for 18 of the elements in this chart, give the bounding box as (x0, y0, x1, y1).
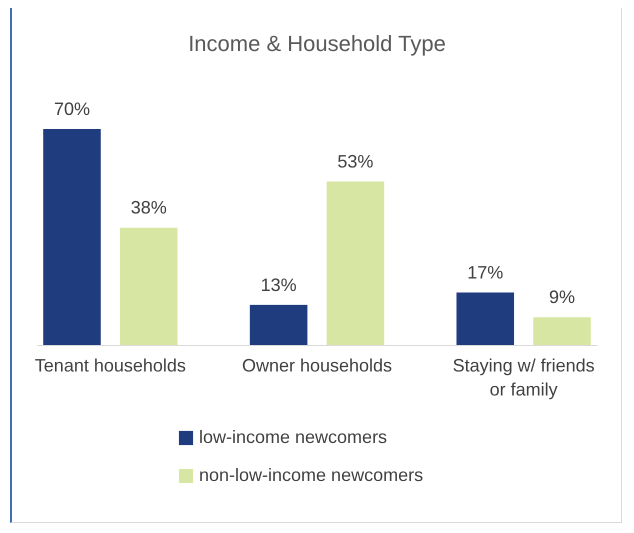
legend-label: non-low-income newcomers (199, 465, 424, 485)
data-label: 17% (467, 262, 504, 283)
bar (250, 304, 308, 345)
bar (533, 317, 591, 345)
data-label: 53% (337, 151, 374, 172)
chart-title: Income & Household Type (188, 31, 446, 56)
data-label: 9% (549, 287, 576, 308)
bar (120, 228, 178, 345)
bar (43, 129, 101, 345)
x-tick-label: Staying w/ friends or family (452, 356, 595, 400)
x-tick-label: Owner households (242, 356, 392, 376)
x-tick-label: Tenant households (34, 356, 186, 376)
bar (456, 292, 514, 345)
legend-label: low-income newcomers (199, 427, 388, 447)
bar (326, 181, 384, 345)
data-label: 38% (130, 198, 167, 218)
data-label: 13% (260, 274, 297, 295)
data-label: 70% (54, 99, 90, 119)
